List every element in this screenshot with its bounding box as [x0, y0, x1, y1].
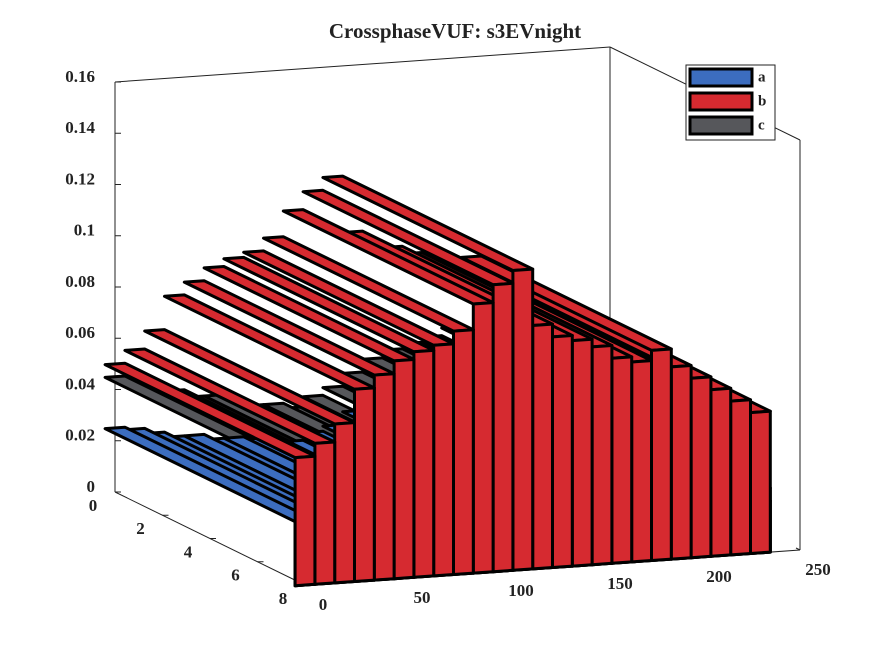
y-tick-label: 6 — [231, 566, 240, 585]
z-tick-label: 0.02 — [65, 426, 95, 445]
z-tick-label: 0.14 — [65, 118, 95, 137]
surface-front — [353, 386, 376, 583]
surface-front — [590, 344, 614, 567]
x-tick-label: 100 — [508, 581, 534, 600]
surface-front — [669, 364, 693, 561]
x-tick-label: 50 — [414, 588, 431, 607]
surface-front — [650, 347, 673, 562]
surface-front — [570, 337, 594, 568]
legend-swatch — [688, 91, 754, 112]
z-tick-label: 0.16 — [65, 67, 95, 86]
surface-front — [313, 440, 337, 586]
surface-front — [709, 386, 733, 558]
surface-front — [412, 348, 436, 579]
panel — [262, 235, 475, 576]
z-tick-label: 0.1 — [74, 221, 95, 240]
x-tick-label: 200 — [706, 567, 732, 586]
surface-front — [333, 421, 356, 585]
z-tick-label: 0.06 — [65, 323, 95, 342]
y-tick-label: 2 — [136, 519, 145, 538]
y-tick-label: 4 — [184, 542, 193, 561]
panel — [103, 361, 317, 588]
surface-front — [689, 375, 713, 560]
surface-front — [372, 372, 396, 582]
surface-front — [432, 342, 455, 578]
surface-front — [471, 301, 495, 575]
y-tick-label: 8 — [279, 589, 288, 608]
panel — [182, 279, 396, 582]
y-tick-label: 0 — [89, 496, 98, 515]
legend: abc — [685, 64, 776, 141]
z-tick-label: 0.04 — [65, 374, 95, 393]
surface-front — [293, 454, 317, 588]
surface-front — [491, 281, 515, 574]
legend-swatch — [688, 115, 754, 136]
panel — [143, 328, 356, 585]
surface-front — [749, 409, 772, 555]
chart-title: CrossphaseVUF: s3EVnight — [329, 19, 581, 43]
surface-front — [452, 328, 475, 576]
x-tick-label: 250 — [805, 560, 831, 579]
x-tick-label: 0 — [319, 595, 328, 614]
surface-front — [630, 359, 653, 564]
panel — [202, 265, 416, 581]
surface-front — [511, 267, 535, 572]
surface-front — [531, 322, 554, 571]
surface-front — [610, 355, 634, 565]
panel — [301, 188, 515, 574]
legend-label: a — [758, 69, 766, 85]
z-tick-label: 0.12 — [65, 169, 95, 188]
z-tick-label: 0.08 — [65, 272, 95, 291]
surface-front — [729, 398, 752, 557]
legend-label: c — [758, 117, 765, 133]
surface-front — [551, 334, 574, 569]
panel — [222, 255, 436, 579]
z-tick-label: 0 — [87, 477, 96, 496]
axis-line — [114, 46, 611, 83]
x-tick-label: 150 — [607, 574, 633, 593]
axes: 0 0.02 0.04 0.06 0.08 0.1 0.12 0.14 0.16 0 50 100 15… — [65, 46, 831, 614]
surface-front — [392, 358, 416, 581]
legend-swatch — [688, 67, 754, 88]
panel — [163, 293, 376, 583]
plot-area — [103, 174, 772, 588]
x-tick — [795, 547, 801, 551]
legend-label: b — [758, 93, 766, 109]
